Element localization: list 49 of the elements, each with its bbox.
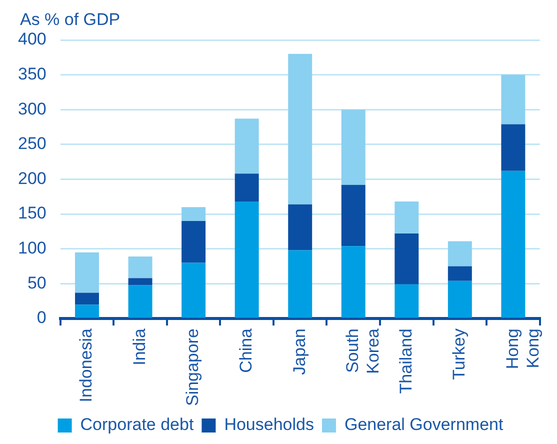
bar (128, 278, 152, 286)
y-axis-title: As % of GDP (20, 10, 120, 29)
x-tick-label: Indonesia (76, 328, 96, 402)
bar (75, 252, 99, 293)
x-tick-label: Turkey (450, 328, 469, 380)
y-tick-label: 200 (18, 168, 46, 188)
bar (182, 262, 206, 318)
y-tick-label: 100 (18, 238, 46, 258)
y-tick-label: 150 (18, 204, 46, 223)
bar (128, 285, 152, 318)
y-tick-label: 0 (36, 308, 46, 328)
bar (182, 207, 206, 222)
legend-label: General Government (344, 415, 504, 434)
y-tick-label: 250 (18, 134, 46, 154)
bar (501, 124, 526, 171)
bar (288, 250, 312, 318)
bar (394, 234, 419, 284)
x-tick-label: Hong Kong (502, 328, 542, 370)
bar (75, 292, 99, 305)
y-tick-label: 400 (18, 30, 46, 49)
bar (75, 304, 99, 318)
bar (234, 202, 259, 318)
bar (341, 110, 366, 185)
x-tick-label: China (236, 328, 256, 373)
x-tick-label: Singapore (183, 328, 202, 406)
bar (341, 184, 366, 246)
bar (501, 74, 526, 124)
bar (448, 266, 472, 281)
y-tick-label: 350 (18, 64, 46, 84)
bar (448, 241, 472, 266)
bar (234, 174, 259, 202)
bar (288, 204, 312, 250)
bar (182, 221, 206, 263)
y-tick-label: 300 (18, 99, 46, 118)
x-tick-label: India (130, 328, 149, 366)
bar (448, 280, 472, 318)
x-tick-label: South Korea (343, 328, 382, 374)
y-tick-label: 50 (27, 273, 46, 292)
legend-label: Households (224, 415, 314, 434)
bar (128, 256, 152, 278)
bar (394, 202, 419, 234)
bar (234, 118, 259, 174)
bar (288, 54, 312, 204)
bar (501, 170, 526, 318)
x-tick-label: Thailand (396, 328, 416, 394)
bar (341, 246, 366, 318)
x-tick-label: Japan (290, 328, 309, 375)
bar (394, 284, 419, 318)
legend-label: Corporate debt (80, 415, 194, 434)
